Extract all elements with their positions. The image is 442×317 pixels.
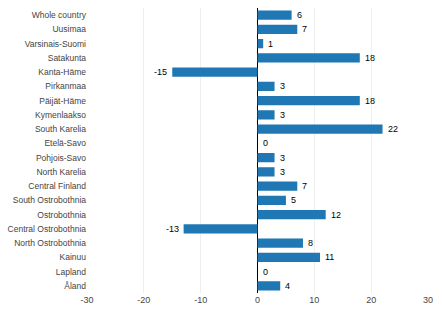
svg-text:18: 18 [365, 53, 375, 63]
svg-text:Ostrobothnia: Ostrobothnia [37, 210, 86, 220]
svg-text:Päijät-Häme: Päijät-Häme [39, 96, 86, 106]
svg-text:7: 7 [302, 181, 307, 191]
svg-text:North Ostrobothnia: North Ostrobothnia [14, 238, 86, 248]
svg-text:12: 12 [331, 210, 341, 220]
svg-text:3: 3 [280, 110, 285, 120]
svg-text:3: 3 [280, 153, 285, 163]
svg-text:North Karelia: North Karelia [36, 167, 86, 177]
svg-text:6: 6 [297, 10, 302, 20]
svg-text:8: 8 [308, 238, 313, 248]
svg-text:Whole country: Whole country [32, 10, 87, 20]
svg-text:Kainuu: Kainuu [60, 252, 87, 262]
svg-text:Åland: Åland [64, 281, 86, 291]
svg-text:Satakunta: Satakunta [48, 53, 87, 63]
svg-text:10: 10 [309, 295, 319, 305]
svg-text:Varsinais-Suomi: Varsinais-Suomi [25, 39, 86, 49]
svg-text:3: 3 [280, 167, 285, 177]
svg-text:Central Finland: Central Finland [28, 181, 86, 191]
svg-text:Pohjois-Savo: Pohjois-Savo [36, 153, 86, 163]
svg-text:-30: -30 [80, 295, 93, 305]
svg-text:30: 30 [423, 295, 433, 305]
svg-text:11: 11 [325, 252, 334, 262]
svg-text:-10: -10 [194, 295, 207, 305]
svg-text:0: 0 [263, 138, 268, 148]
svg-text:Etelä-Savo: Etelä-Savo [44, 138, 86, 148]
svg-text:4: 4 [285, 281, 290, 291]
svg-text:22: 22 [388, 124, 398, 134]
svg-text:7: 7 [302, 24, 307, 34]
svg-text:5: 5 [291, 195, 296, 205]
svg-text:Pirkanmaa: Pirkanmaa [45, 81, 86, 91]
svg-text:-20: -20 [137, 295, 150, 305]
svg-text:South Karelia: South Karelia [35, 124, 86, 134]
svg-text:3: 3 [280, 81, 285, 91]
svg-text:Lapland: Lapland [56, 267, 87, 277]
svg-text:18: 18 [365, 96, 375, 106]
svg-text:20: 20 [366, 295, 376, 305]
svg-text:Kanta-Häme: Kanta-Häme [38, 67, 86, 77]
svg-text:South Ostrobothnia: South Ostrobothnia [13, 195, 87, 205]
svg-text:-13: -13 [166, 224, 179, 234]
svg-text:-15: -15 [154, 67, 167, 77]
svg-text:Central Ostrobothnia: Central Ostrobothnia [8, 224, 87, 234]
svg-text:Kymenlaakso: Kymenlaakso [35, 110, 86, 120]
svg-text:0: 0 [263, 267, 268, 277]
svg-text:0: 0 [255, 295, 260, 305]
svg-text:1: 1 [268, 39, 273, 49]
svg-text:Uusimaa: Uusimaa [52, 24, 86, 34]
